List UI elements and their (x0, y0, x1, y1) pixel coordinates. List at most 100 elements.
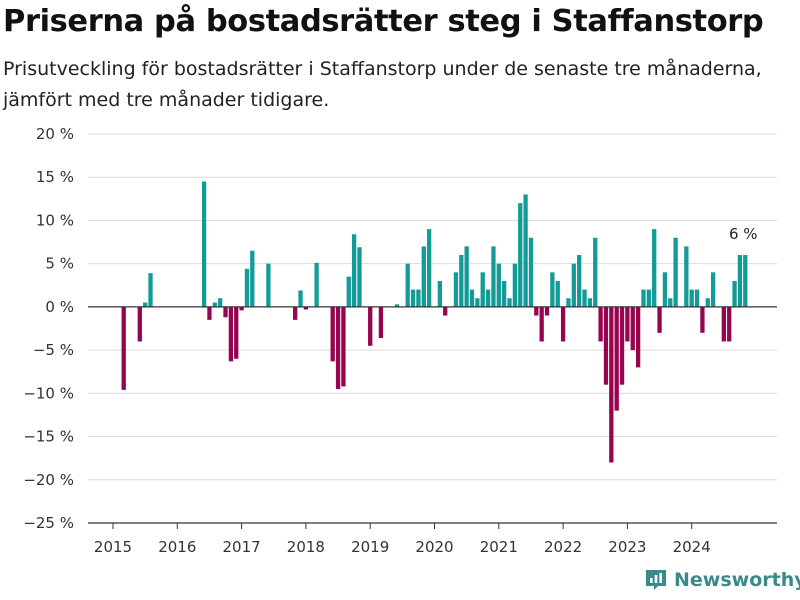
bar (335, 306, 341, 390)
bar (635, 306, 641, 368)
bar (737, 255, 743, 307)
bar (416, 289, 421, 307)
bar (550, 272, 555, 307)
bar (700, 306, 705, 333)
bar (577, 255, 582, 307)
bar (673, 237, 678, 307)
y-tick-label: 20 % (36, 125, 74, 143)
bar (539, 306, 544, 342)
x-tick-label: 2024 (673, 538, 711, 556)
bar (587, 298, 593, 307)
bar (137, 306, 142, 342)
bar (598, 306, 603, 342)
bar (480, 272, 485, 307)
x-axis-labels: 2015 2016 2017 2018 2019 2020 2021 2022 2023 2024 (94, 538, 711, 556)
bar (528, 237, 534, 307)
bar (491, 246, 496, 307)
bar (641, 289, 646, 307)
bar (351, 234, 357, 307)
bar (201, 181, 207, 307)
bar (496, 263, 501, 307)
gridlines (88, 133, 777, 524)
x-tick-label: 2019 (351, 538, 389, 556)
bar (341, 306, 346, 387)
x-tick-label: 2017 (223, 538, 261, 556)
y-tick-label: 0 % (45, 298, 74, 316)
bar (689, 289, 694, 307)
bar (293, 306, 298, 320)
bar (121, 306, 126, 390)
bar (646, 289, 651, 307)
annotations: 6 % (729, 225, 758, 243)
bar (223, 306, 228, 318)
bar (662, 272, 668, 307)
y-tick-label: −10 % (23, 384, 74, 402)
bar (443, 306, 448, 316)
bar (266, 263, 271, 307)
bars (121, 181, 748, 463)
bar (346, 276, 351, 307)
bar (212, 302, 217, 307)
bar (512, 263, 518, 307)
bar (298, 290, 303, 307)
bar (668, 298, 673, 307)
bar (228, 306, 234, 362)
bar (727, 306, 732, 342)
bar (555, 280, 560, 307)
chart-title: Priserna på bostadsrätter steg i Staffan… (3, 4, 764, 39)
chart-subtitle: Prisutveckling för bostadsrätter i Staff… (3, 58, 762, 111)
y-tick-label: −15 % (23, 428, 74, 446)
bar (560, 306, 566, 342)
bar (630, 306, 635, 351)
bar-chart-icon (646, 570, 666, 590)
last-value-label: 6 % (729, 225, 758, 243)
bar (705, 298, 710, 307)
bar (207, 306, 212, 320)
bar (544, 306, 550, 316)
x-tick-label: 2018 (287, 538, 325, 556)
bar (314, 262, 319, 307)
bar (357, 247, 362, 307)
bar (502, 280, 507, 307)
x-tick-label: 2016 (158, 538, 196, 556)
bar (143, 302, 148, 307)
axes (88, 306, 777, 529)
bar (518, 203, 523, 307)
bar (571, 263, 576, 307)
bar (694, 289, 700, 307)
x-tick-label: 2015 (94, 538, 132, 556)
bar (485, 289, 491, 307)
bar (475, 298, 480, 307)
logo-text: Newsworthy (674, 569, 800, 591)
bar (710, 272, 716, 307)
y-tick-label: −25 % (23, 514, 74, 532)
bar (652, 229, 657, 307)
bar (405, 263, 410, 307)
bar (743, 255, 748, 307)
bar (566, 298, 571, 307)
bar (394, 304, 400, 307)
y-tick-label: 10 % (36, 211, 74, 229)
bar (469, 289, 475, 307)
y-tick-label: 5 % (45, 255, 74, 273)
bar (330, 306, 335, 362)
bar (239, 306, 244, 311)
bar (459, 255, 464, 307)
bar (614, 306, 619, 411)
bar (507, 298, 512, 307)
bar (244, 268, 250, 307)
x-tick-label: 2023 (608, 538, 646, 556)
y-axis-labels: 20 % 15 % 10 % 5 % 0 % −5 % −10 % −15 % −20 % −25… (23, 125, 74, 532)
x-tick-label: 2022 (544, 538, 582, 556)
y-tick-label: 15 % (36, 168, 74, 186)
bar (523, 194, 528, 307)
bar (426, 229, 432, 307)
bar (721, 306, 726, 342)
y-tick-label: −5 % (33, 341, 74, 359)
bar (234, 306, 239, 359)
bar (464, 246, 469, 307)
bar (378, 306, 384, 339)
bar (582, 289, 587, 307)
bar (421, 246, 426, 307)
bar (657, 306, 662, 333)
